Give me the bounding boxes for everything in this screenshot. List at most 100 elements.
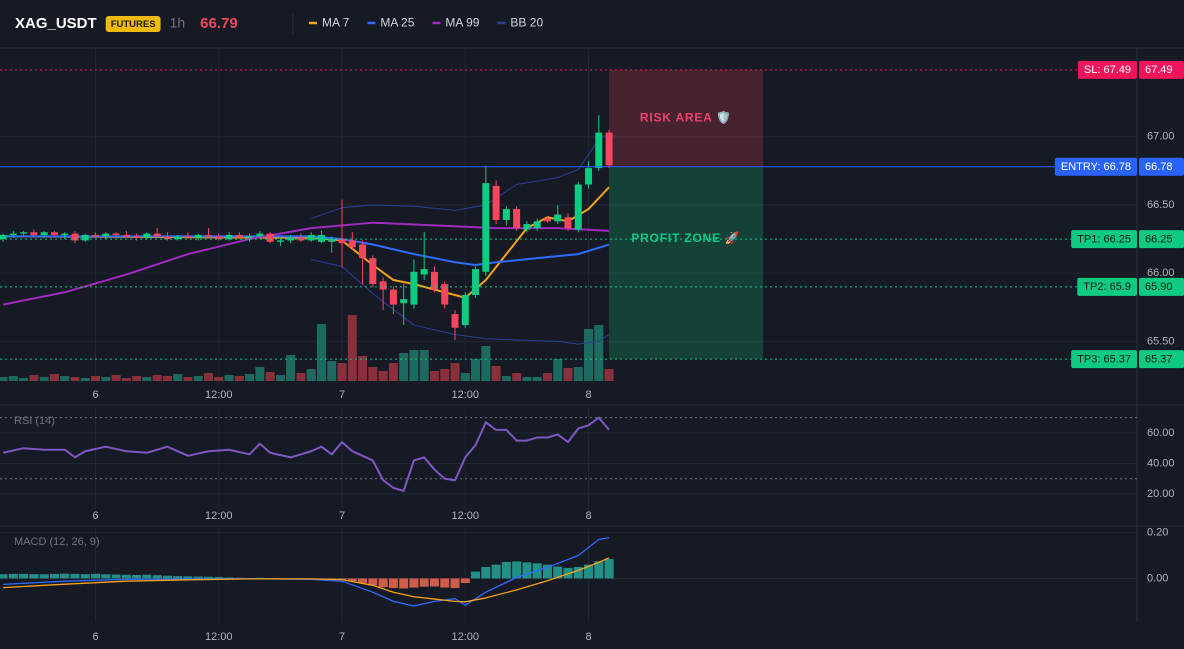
rsi-line <box>2 416 610 492</box>
volume-bar <box>91 376 101 381</box>
candle-body <box>554 214 562 222</box>
candle-body <box>163 236 171 240</box>
volume-bar <box>275 375 285 381</box>
volume-bar <box>460 373 470 381</box>
candle-body <box>246 236 254 238</box>
level-price: 66.78 <box>1145 161 1173 173</box>
volume-bar <box>399 353 409 381</box>
volume-bar <box>429 371 439 381</box>
y-tick-label: 20.00 <box>1147 488 1175 500</box>
market-badge <box>105 16 161 32</box>
histogram-bar <box>80 574 90 579</box>
volume-bar <box>101 377 111 381</box>
histogram-bar <box>70 573 80 579</box>
candle-body <box>502 209 510 220</box>
candle-body <box>9 233 17 235</box>
histogram-bar <box>60 573 70 579</box>
volume-bar <box>173 374 183 381</box>
candle-body <box>328 239 336 242</box>
candle-body <box>359 244 367 259</box>
macd-line <box>3 557 610 603</box>
pane-title: RSI (14) <box>14 415 55 427</box>
volume-bar <box>19 378 29 381</box>
histogram-bar <box>173 576 183 579</box>
zone-label: PROFIT ZONE 🚀 <box>631 231 740 245</box>
candle-body <box>430 271 438 290</box>
histogram-bar <box>204 576 214 579</box>
volume-bar <box>584 329 594 381</box>
level-label: TP1: 66.25 <box>1077 233 1131 245</box>
histogram-bar <box>91 573 101 579</box>
candle-body <box>50 232 58 235</box>
candle-body <box>81 234 89 241</box>
zone-label: RISK AREA 🛡️ <box>640 110 732 124</box>
volume-bar <box>563 368 573 381</box>
level-label-box <box>1071 230 1137 249</box>
y-tick-label: 66.00 <box>1147 267 1175 279</box>
volume-bar <box>327 361 337 381</box>
candle-body <box>30 232 38 235</box>
x-tick-label: 6 <box>92 510 98 522</box>
candle-body <box>389 289 397 305</box>
candle-body <box>348 240 356 248</box>
level-price-box <box>1139 157 1184 176</box>
level-price-box <box>1139 60 1184 79</box>
candle-body <box>585 168 593 185</box>
volume-bar <box>29 375 39 381</box>
last-price: 66.79 <box>200 15 238 32</box>
volume-bar <box>604 369 614 381</box>
histogram-bar <box>388 578 398 589</box>
volume-bar <box>296 373 306 381</box>
volume-bar <box>368 367 378 381</box>
y-tick-label: 0.00 <box>1147 572 1168 584</box>
x-tick-label: 12:00 <box>205 631 233 643</box>
volume-bar <box>388 363 398 381</box>
volume-bar <box>162 376 172 381</box>
volume-bar <box>306 369 316 381</box>
symbol-title: XAG_USDT <box>15 15 97 32</box>
candle-body <box>420 269 428 275</box>
interval: 1h <box>170 15 186 31</box>
histogram-bar <box>8 573 18 579</box>
volume-bar <box>60 376 70 381</box>
volume-bar <box>214 377 224 381</box>
candle-body <box>523 224 531 230</box>
histogram-bar <box>419 578 429 587</box>
histogram-bar <box>358 578 368 584</box>
volume-bar <box>183 377 193 381</box>
histogram-bar <box>347 578 357 582</box>
candle-body <box>379 281 387 290</box>
candle-body <box>400 299 408 304</box>
x-tick-label: 8 <box>585 510 591 522</box>
candle-body <box>276 240 284 242</box>
histogram-bar <box>471 571 481 579</box>
histogram-bar <box>39 574 49 579</box>
histogram-bar <box>460 578 470 584</box>
volume-bar <box>286 355 296 381</box>
candle-body <box>61 233 69 235</box>
level-label-box <box>1077 277 1137 296</box>
candle-body <box>0 234 7 240</box>
histogram-bar <box>409 578 419 588</box>
histogram-bar <box>255 577 265 579</box>
band-lower <box>311 259 610 345</box>
x-tick-label: 12:00 <box>205 510 233 522</box>
level-label-box <box>1071 350 1137 369</box>
x-tick-label: 12:00 <box>452 389 480 401</box>
level-price-box <box>1139 230 1184 249</box>
x-tick-label: 8 <box>585 389 591 401</box>
candle-body <box>533 221 541 229</box>
candle-body <box>174 236 182 240</box>
histogram-bar <box>132 575 142 579</box>
volume-bar <box>80 378 90 381</box>
volume-bar <box>132 376 142 381</box>
histogram-bar <box>594 561 604 579</box>
x-tick-label: 6 <box>92 631 98 643</box>
level-price: 67.49 <box>1145 64 1173 76</box>
volume-bar <box>245 374 255 381</box>
level-price-box <box>1139 277 1184 296</box>
candle-body <box>194 234 202 238</box>
volume-bar <box>491 366 501 381</box>
